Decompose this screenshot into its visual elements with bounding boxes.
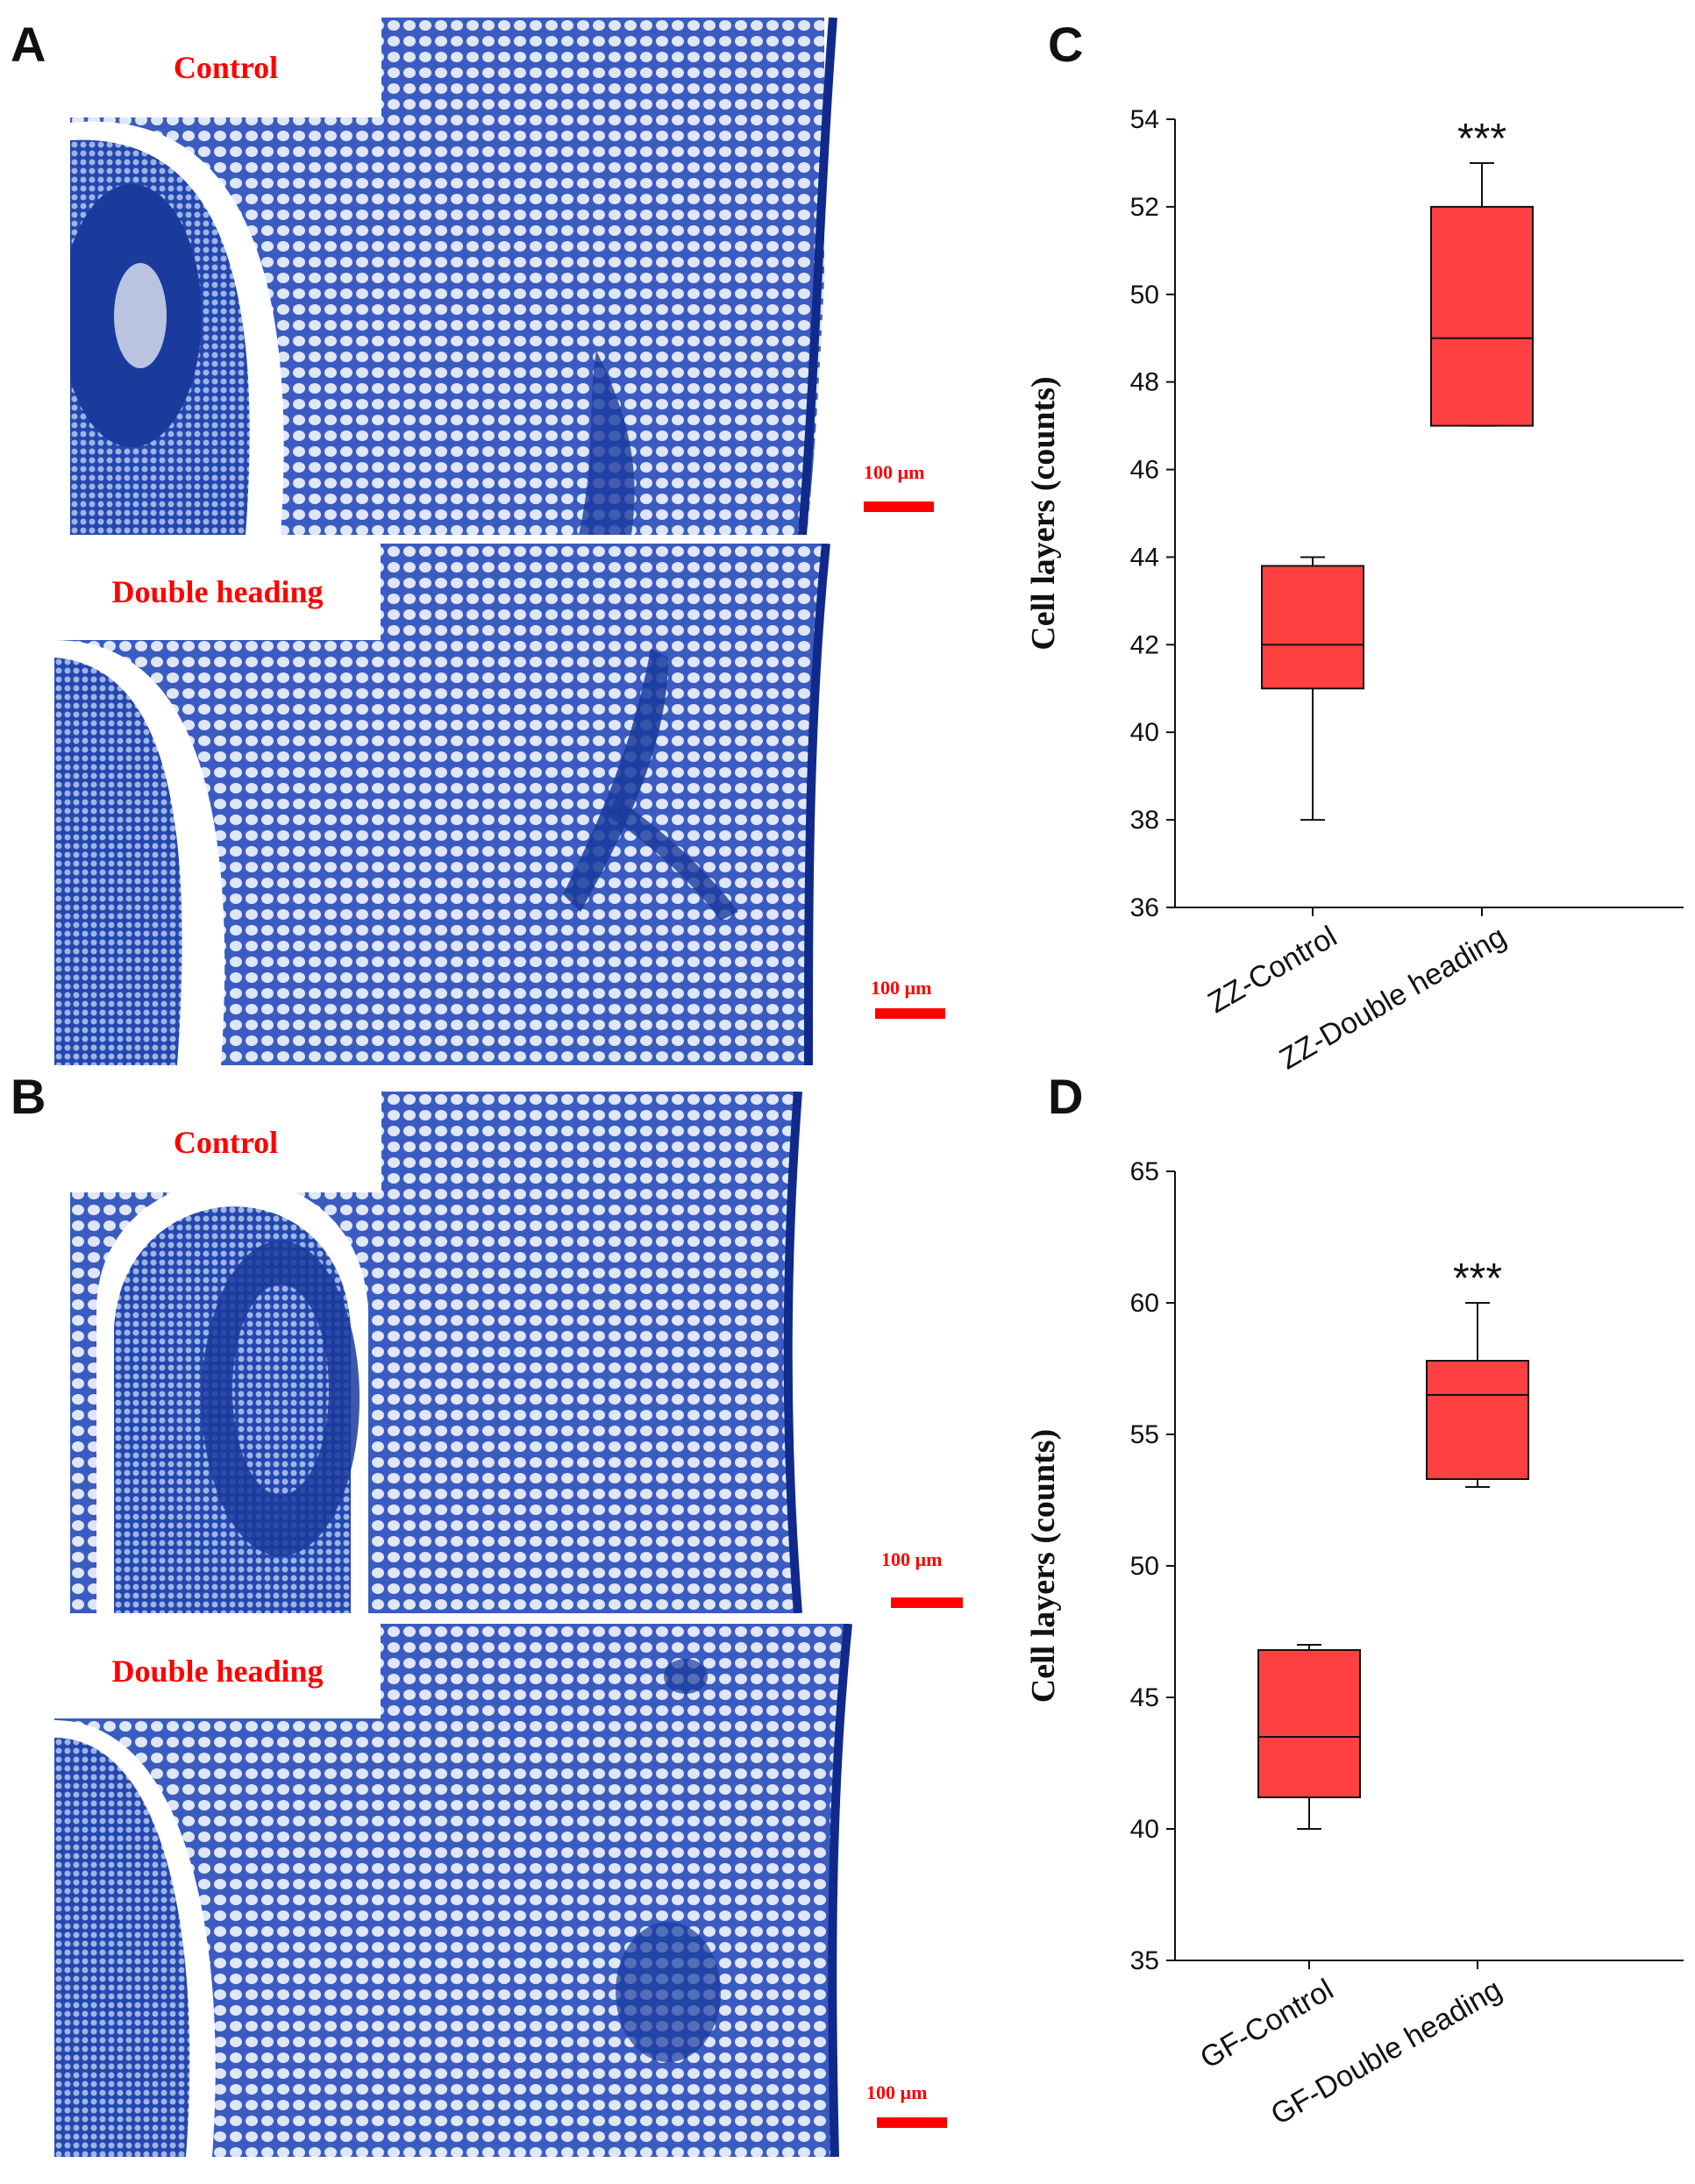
micrograph-b-double-heading	[54, 1624, 982, 2157]
scale-text-a-control: 100 µm	[864, 461, 925, 483]
significance-annotation: ***	[1453, 1256, 1502, 1302]
label-b-double-heading: Double heading	[54, 1624, 381, 1718]
y-tick-label: 42	[1130, 630, 1159, 659]
y-tick-label: 60	[1130, 1289, 1159, 1318]
y-axis-label: Cell layers (counts)	[1025, 1429, 1062, 1703]
y-tick-label: 50	[1130, 1552, 1159, 1581]
micrograph-b-double-heading-image	[54, 1624, 982, 2157]
y-tick-label: 54	[1130, 105, 1159, 134]
chart-d: 35 40 45 50 55 60 65 Cell layers (counts) GF-Con…	[1017, 1140, 1692, 2174]
y-tick-label: 65	[1130, 1157, 1159, 1186]
scale-bar-b-double-heading	[877, 2117, 947, 2128]
micrograph-a-control	[70, 18, 991, 535]
scale-bar-a-double-heading	[875, 1008, 945, 1019]
y-tick-label: 35	[1130, 1946, 1159, 1975]
y-tick-label: 44	[1130, 543, 1159, 572]
y-tick-label: 40	[1130, 1815, 1159, 1844]
micrograph-b-control	[70, 1092, 993, 1613]
panel-letter-c: C	[1048, 17, 1084, 72]
y-tick-label: 48	[1130, 368, 1159, 397]
significance-annotation: ***	[1457, 116, 1506, 162]
panel-letter-b: B	[11, 1069, 46, 1124]
x-category-label: ZZ-Control	[1202, 920, 1342, 1020]
scale-text-a-double-heading: 100 µm	[871, 977, 932, 999]
micrograph-a-control-image	[70, 18, 991, 535]
panel-letter-a: A	[11, 17, 46, 72]
scale-text-b-double-heading: 100 µm	[866, 2081, 928, 2103]
chart-c-svg: 36 38 40 42 44 46 48 50 52 54 Cell layers (counts)…	[1025, 105, 1684, 1076]
y-axis-label: Cell layers (counts)	[1025, 376, 1062, 650]
chart-c: 36 38 40 42 44 46 48 50 52 54 Cell layers (counts)…	[1017, 88, 1692, 1076]
y-tick-label: 55	[1130, 1420, 1159, 1449]
micrograph-a-double-heading	[54, 544, 982, 1065]
y-tick-label: 50	[1130, 281, 1159, 309]
scale-bar-b-control	[891, 1597, 963, 1608]
label-a-double-heading: Double heading	[54, 544, 381, 640]
y-tick-label: 40	[1130, 718, 1159, 747]
y-tick-label: 36	[1130, 893, 1159, 922]
y-tick-label: 46	[1130, 456, 1159, 485]
box-iqr	[1261, 565, 1364, 690]
label-b-control: Control	[70, 1092, 381, 1192]
x-category-label: GF-Control	[1194, 1973, 1339, 2075]
scale-bar-a-control	[864, 502, 934, 512]
chart-d-svg: 35 40 45 50 55 60 65 Cell layers (counts) GF-Con…	[1025, 1157, 1684, 2131]
box-iqr	[1257, 1649, 1361, 1798]
box-iqr	[1426, 1360, 1529, 1480]
y-tick-label: 52	[1130, 193, 1159, 222]
micrograph-a-double-heading-image	[54, 544, 982, 1065]
y-tick-label: 45	[1130, 1683, 1159, 1712]
scale-text-b-control: 100 µm	[881, 1548, 943, 1570]
label-a-control: Control	[70, 18, 381, 117]
panel-letter-d: D	[1048, 1069, 1084, 1124]
box-iqr	[1430, 205, 1534, 427]
micrograph-b-control-image	[70, 1092, 993, 1613]
y-tick-label: 38	[1130, 806, 1159, 835]
